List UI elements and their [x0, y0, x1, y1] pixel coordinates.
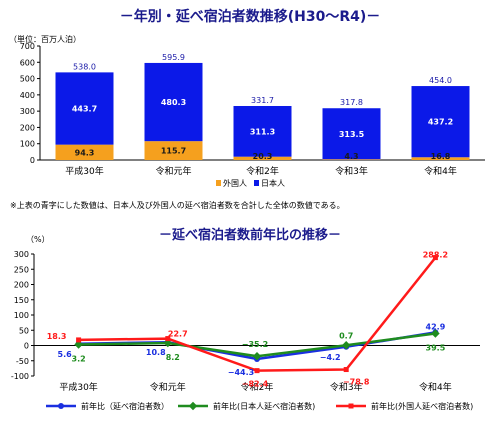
legend-label-overall: 前年比（延べ宿泊者数） [81, 401, 169, 411]
point-foreign [343, 367, 349, 373]
y-tick-label: 700 [20, 42, 35, 51]
data-label-overall: 10.8 [146, 348, 166, 357]
bar-foreign [411, 157, 470, 160]
point-japanese [431, 329, 440, 338]
bar-foreign [233, 156, 292, 160]
x-tick-label: 令和3年 [335, 165, 368, 177]
data-label-japanese: −35.2 [242, 340, 268, 349]
y-tick-label: 600 [20, 58, 35, 67]
y-tick-label: 150 [14, 296, 29, 305]
foreign-label: 94.3 [75, 148, 95, 157]
foreign-label: 115.7 [161, 147, 186, 156]
data-label-overall: −44.3 [228, 368, 254, 377]
x-tick-label: 令和元年 [150, 381, 186, 393]
point-foreign [165, 336, 171, 342]
bar-japanese [233, 105, 292, 157]
bar-japanese [55, 72, 114, 145]
japanese-label: 311.3 [250, 127, 275, 136]
data-label-foreign: −82.4 [242, 380, 269, 389]
legend-foreign-label: 外国人 [223, 178, 247, 188]
japanese-label: 313.5 [339, 130, 365, 139]
y-tick-label: 300 [14, 250, 29, 259]
chart-note: ※上表の青字にした数値は、日本人及び外国人の延べ宿泊者数を合計した全体の数値であ… [10, 201, 345, 210]
legend-label-japanese: 前年比(日本人延べ宿泊者数) [213, 401, 315, 411]
data-label-foreign: −78.8 [343, 378, 370, 387]
data-label-overall: −4.2 [320, 353, 341, 362]
y-tick-label: 0 [24, 342, 29, 351]
bar-chart: 0 100 200 300 400 500 600 700 538.0 443.7 94.3 平成30… [20, 42, 485, 188]
total-label: 331.7 [251, 96, 274, 105]
bar-japanese [322, 108, 381, 160]
y-tick-label: 250 [14, 265, 29, 274]
x-tick-label: 令和2年 [241, 381, 274, 393]
bar-foreign [144, 141, 203, 160]
y-tick-label: 300 [20, 107, 35, 116]
legend-japanese-label: 日本人 [261, 178, 285, 188]
y-tick-label: -50 [16, 357, 29, 366]
point-japanese [252, 351, 262, 361]
bar-chart-title: －年別・延べ宿泊者数推移(H30～R4)－ [119, 9, 381, 25]
total-label: 538.0 [73, 62, 96, 71]
y-tick-label: 500 [20, 75, 35, 84]
point-japanese [341, 341, 351, 350]
line-chart-unit: （%） [26, 235, 50, 244]
bar-japanese [411, 86, 470, 158]
y-tick-label: 100 [20, 140, 35, 149]
foreign-label: 20.3 [253, 152, 273, 161]
y-tick-label: 400 [20, 91, 35, 100]
total-label: 454.0 [429, 76, 452, 85]
japanese-label: 443.7 [72, 105, 97, 114]
foreign-label: 16.8 [431, 152, 451, 161]
total-label: 595.9 [162, 53, 185, 62]
x-tick-label: 令和3年 [330, 381, 363, 393]
y-tick-label: 100 [14, 311, 29, 320]
point-foreign [254, 368, 260, 374]
legend-marker-overall [58, 403, 64, 409]
x-tick-label: 令和4年 [419, 381, 452, 393]
x-tick-label: 令和2年 [246, 165, 279, 177]
total-label: 317.8 [340, 98, 363, 107]
legend-marker-japanese [188, 401, 198, 411]
y-tick-label: 200 [14, 281, 29, 290]
data-label-foreign: 22.7 [168, 330, 188, 339]
data-label-japanese: 8.2 [166, 353, 180, 362]
x-tick-label: 令和元年 [155, 165, 191, 177]
japanese-label: 437.2 [428, 118, 453, 127]
x-tick-label: 令和4年 [424, 165, 457, 177]
data-label-japanese: 39.5 [426, 343, 446, 352]
bar-japanese [144, 62, 203, 142]
point-foreign [432, 255, 438, 261]
y-tick-label: 200 [20, 123, 35, 132]
y-tick-label: -100 [11, 372, 29, 381]
x-tick-label: 平成30年 [65, 165, 103, 177]
data-label-foreign: 18.3 [47, 332, 67, 341]
y-tick-label: 0 [30, 156, 35, 165]
legend-marker-foreign [348, 403, 354, 409]
legend-japanese-swatch [254, 180, 259, 186]
bar-chart-unit: （単位：百万人泊） [9, 35, 81, 44]
x-tick-label: 平成30年 [59, 381, 97, 393]
legend-label-foreign: 前年比(外国人延べ宿泊者数) [371, 401, 473, 411]
line-chart-title: －延べ宿泊者数前年比の推移－ [158, 228, 341, 243]
data-label-overall: 42.9 [426, 322, 446, 331]
legend-foreign-swatch [216, 180, 221, 186]
point-foreign [76, 337, 82, 343]
data-label-japanese: 0.7 [339, 331, 353, 340]
y-tick-label: 50 [19, 326, 29, 335]
data-label-japanese: 3.2 [72, 355, 86, 364]
foreign-label: 4.3 [344, 152, 358, 161]
japanese-label: 480.3 [161, 98, 186, 107]
data-label-foreign: 288.2 [423, 251, 448, 260]
bar-foreign [55, 144, 114, 160]
data-label-overall: 5.6 [58, 350, 73, 359]
bar-foreign [322, 159, 381, 160]
